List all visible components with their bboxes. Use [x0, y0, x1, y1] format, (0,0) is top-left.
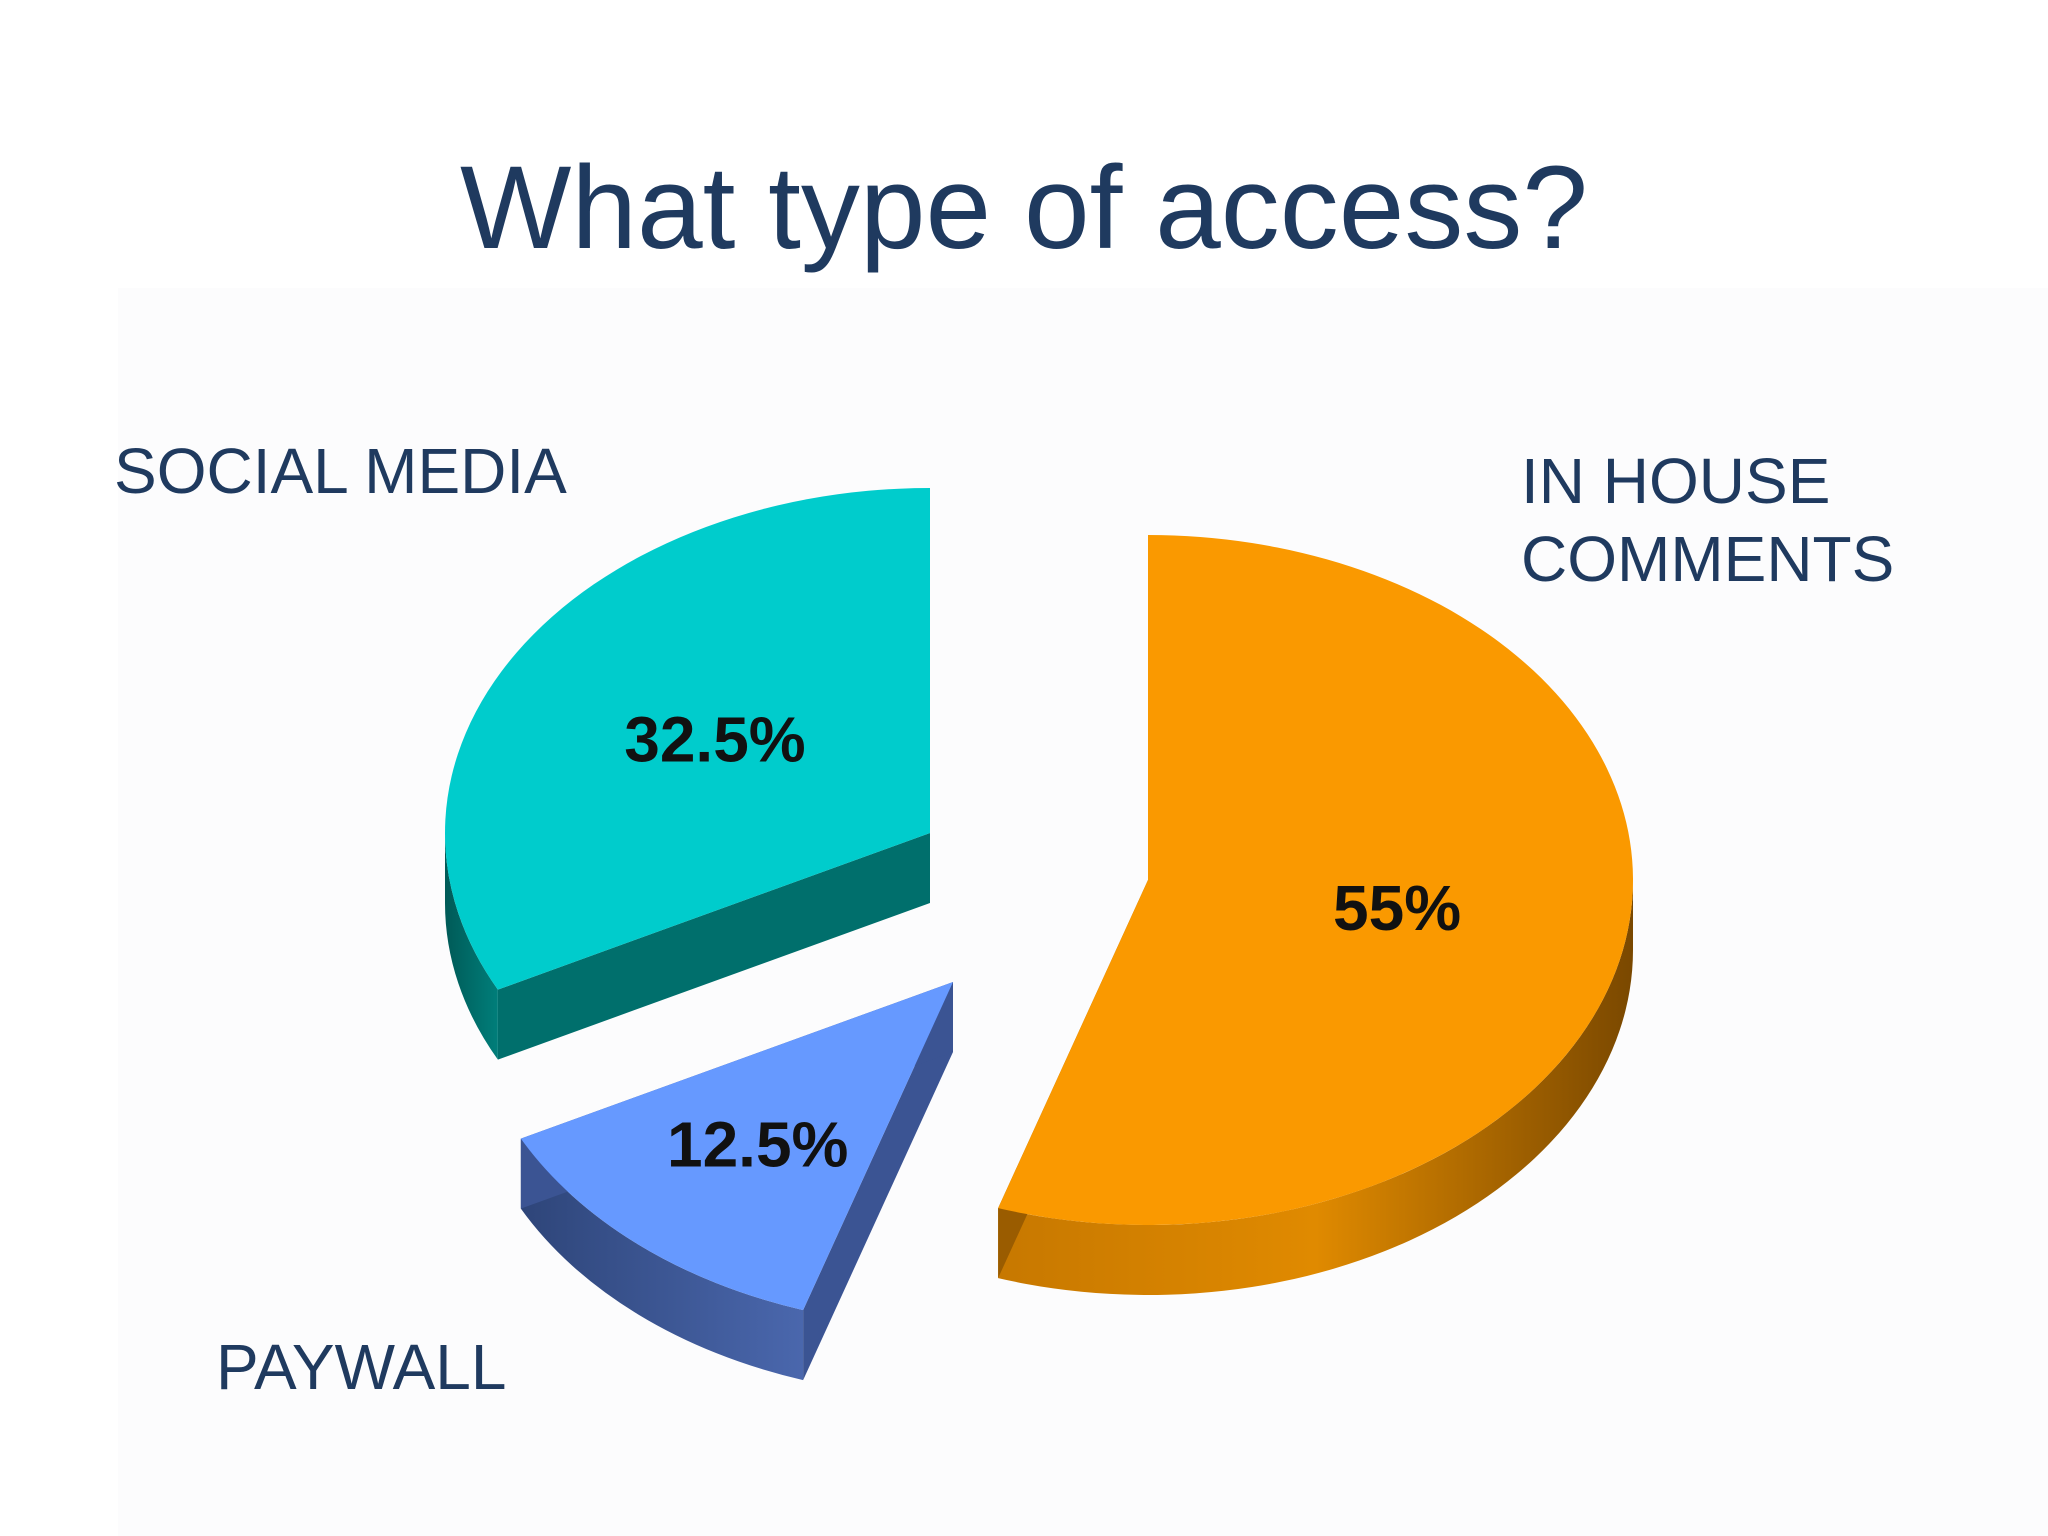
pie-value-label-paywall: 12.5% [667, 1109, 848, 1181]
pie-slice-in-house-comments [998, 535, 1634, 1226]
pie-slice-side-social-media [445, 833, 498, 1060]
pie-slice-side-in-house-comments [998, 880, 1634, 1296]
category-label-paywall: PAYWALL [216, 1331, 507, 1403]
pie-slice-wall-social-media-start [497, 833, 930, 1060]
pie-slice-wall-paywall-start [803, 982, 953, 1381]
pie-value-label-in-house-comments: 55% [1333, 872, 1461, 944]
pie-slice-paywall [520, 982, 953, 1311]
pie-slice-side-paywall [520, 1138, 804, 1381]
category-label-social-media: SOCIAL MEDIA [114, 435, 567, 507]
pie-value-label-social-media: 32.5% [624, 703, 805, 775]
category-label-in-house-comments: IN HOUSE COMMENTS [1521, 445, 1895, 595]
pie-slice-social-media [444, 488, 930, 990]
chart-title: What type of access? [459, 142, 1589, 274]
chart-panel [118, 288, 2048, 1536]
